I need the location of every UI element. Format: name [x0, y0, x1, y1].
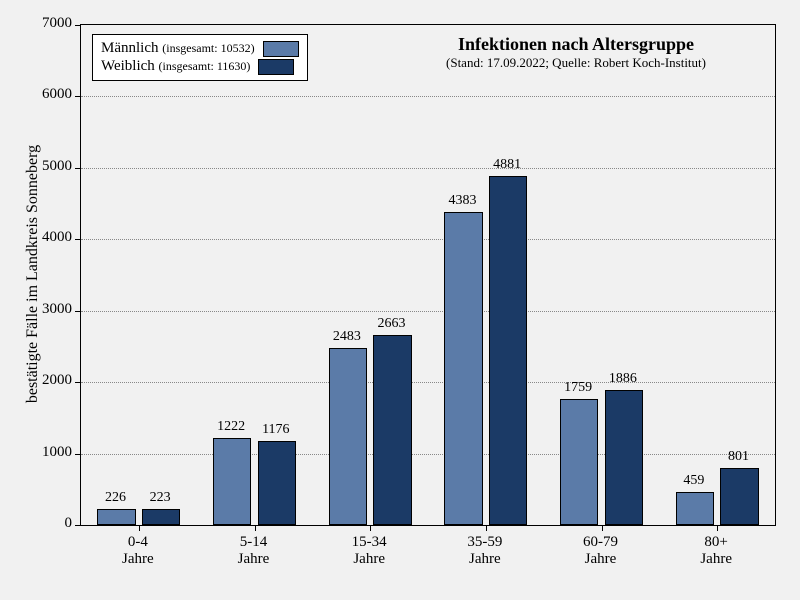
y-tick-label: 5000 [24, 158, 72, 175]
bar-value-label: 459 [683, 473, 704, 489]
legend-label: Weiblich (insgesamt: 11630) [101, 58, 250, 75]
chart-title-block: Infektionen nach Altersgruppe (Stand: 17… [406, 34, 746, 71]
grid-line [81, 382, 775, 383]
legend: Männlich (insgesamt: 10532)Weiblich (ins… [92, 34, 308, 81]
bar-value-label: 226 [105, 490, 126, 506]
x-tick-label: 35-59Jahre [445, 534, 525, 569]
legend-item: Weiblich (insgesamt: 11630) [101, 58, 299, 75]
bar-value-label: 2663 [377, 316, 405, 332]
x-tick-mark [602, 525, 603, 531]
x-tick-mark [255, 525, 256, 531]
bar-male [444, 212, 483, 525]
bar-male [676, 492, 715, 525]
bar-male [560, 399, 599, 525]
y-tick-label: 4000 [24, 229, 72, 246]
bar-male [97, 509, 136, 525]
x-tick-label: 0-4Jahre [98, 534, 178, 569]
bar-value-label: 1759 [564, 380, 592, 396]
bar-value-label: 1176 [262, 422, 289, 438]
chart-subtitle: (Stand: 17.09.2022; Quelle: Robert Koch-… [406, 55, 746, 71]
bar-male [329, 348, 368, 525]
grid-line [81, 96, 775, 97]
y-tick-mark [75, 25, 81, 26]
legend-item: Männlich (insgesamt: 10532) [101, 40, 299, 57]
y-tick-mark [75, 239, 81, 240]
bar-value-label: 801 [728, 449, 749, 465]
x-tick-mark [486, 525, 487, 531]
legend-swatch [258, 59, 294, 75]
bar-female [605, 390, 644, 525]
grid-line [81, 454, 775, 455]
y-tick-mark [75, 96, 81, 97]
bar-value-label: 4881 [493, 157, 521, 173]
x-tick-label: 60-79Jahre [561, 534, 641, 569]
grid-line [81, 239, 775, 240]
x-tick-mark [370, 525, 371, 531]
bar-female [258, 441, 297, 525]
chart-title: Infektionen nach Altersgruppe [406, 34, 746, 55]
bar-value-label: 1222 [217, 419, 245, 435]
legend-label: Männlich (insgesamt: 10532) [101, 40, 255, 57]
bar-value-label: 1886 [609, 371, 637, 387]
x-tick-label: 5-14Jahre [214, 534, 294, 569]
bar-value-label: 2483 [333, 329, 361, 345]
x-tick-mark [139, 525, 140, 531]
bar-value-label: 4383 [449, 193, 477, 209]
age-group-infections-chart: Infektionen nach Altersgruppe (Stand: 17… [0, 0, 800, 600]
bar-female [489, 176, 528, 525]
x-tick-label: 80+Jahre [676, 534, 756, 569]
y-tick-label: 6000 [24, 86, 72, 103]
bar-female [142, 509, 181, 525]
y-tick-label: 0 [24, 515, 72, 532]
y-tick-mark [75, 311, 81, 312]
y-tick-mark [75, 382, 81, 383]
y-tick-label: 3000 [24, 301, 72, 318]
y-tick-mark [75, 454, 81, 455]
grid-line [81, 168, 775, 169]
grid-line [81, 311, 775, 312]
bar-female [720, 468, 759, 525]
bar-male [213, 438, 252, 525]
y-tick-mark [75, 168, 81, 169]
y-tick-label: 2000 [24, 372, 72, 389]
bar-value-label: 223 [150, 490, 171, 506]
legend-swatch [263, 41, 299, 57]
y-tick-mark [75, 525, 81, 526]
bar-female [373, 335, 412, 525]
x-tick-label: 15-34Jahre [329, 534, 409, 569]
plot-area [80, 24, 776, 526]
y-tick-label: 7000 [24, 15, 72, 32]
y-tick-label: 1000 [24, 444, 72, 461]
x-tick-mark [717, 525, 718, 531]
